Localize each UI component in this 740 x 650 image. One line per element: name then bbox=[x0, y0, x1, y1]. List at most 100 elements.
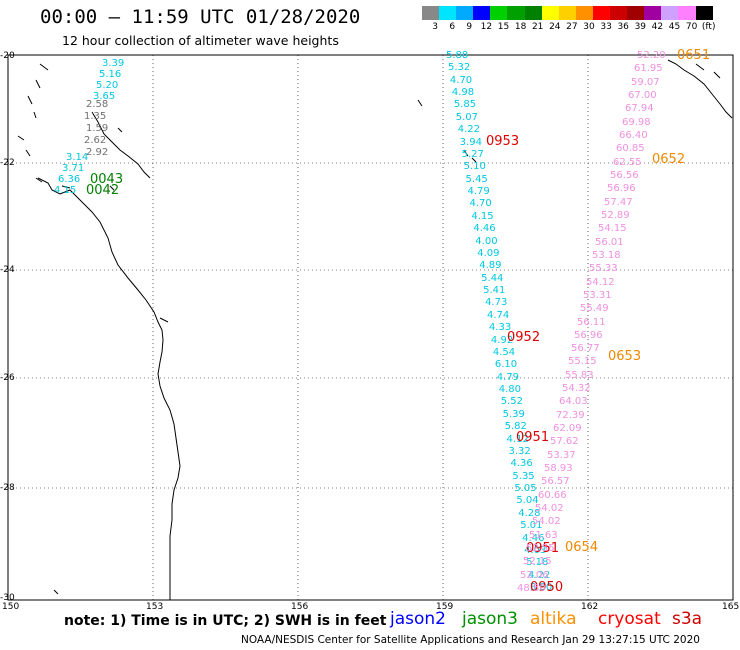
color-swatch bbox=[575, 6, 593, 20]
swh-label: 52.15 bbox=[523, 556, 552, 568]
color-swatch bbox=[439, 6, 457, 20]
color-swatch bbox=[695, 6, 713, 20]
swh-label: 4.00 bbox=[475, 235, 498, 247]
swh-label: 2.62 bbox=[84, 135, 107, 146]
legend-jason3: jason3 bbox=[462, 609, 518, 629]
swh-label: 6.36 bbox=[58, 174, 81, 185]
map-subtitle: 12 hour collection of altimeter wave hei… bbox=[62, 33, 339, 48]
swh-label: 5.82 bbox=[504, 421, 527, 433]
lon-label-162: 162 bbox=[581, 602, 599, 612]
pass-time-label: 0950 bbox=[530, 580, 564, 595]
map-title: 00:00 – 11:59 UTC 01/28/2020 bbox=[40, 6, 361, 28]
legend-cryosat: cryosat bbox=[598, 609, 661, 629]
swh-label: 5.35 bbox=[512, 470, 535, 482]
swh-label: 2.58 bbox=[86, 99, 109, 110]
swh-label: 52.06 bbox=[520, 569, 549, 581]
swh-label: 56.57 bbox=[541, 476, 570, 488]
swh-label: 67.94 bbox=[625, 103, 654, 115]
swh-label: 52.55 bbox=[526, 543, 555, 555]
reef-islet bbox=[417, 99, 477, 163]
color-scale-label: 45 bbox=[668, 22, 681, 32]
swh-label: 4.22 bbox=[528, 569, 551, 581]
pass-time-label: 0042 bbox=[86, 183, 120, 198]
lon-label-165: 165 bbox=[722, 602, 740, 612]
swh-label: 54.02 bbox=[532, 516, 561, 528]
lat-label-30: -30 bbox=[0, 593, 15, 603]
pass-time-label: 0654 bbox=[565, 540, 599, 555]
pass-time-label: 0951 bbox=[516, 430, 550, 445]
swh-label: 48.50 bbox=[517, 583, 546, 594]
swh-label: 4.12 bbox=[506, 433, 529, 445]
swh-label: 5.07 bbox=[455, 111, 479, 123]
swh-label: 62.55 bbox=[613, 156, 642, 168]
swh-label: 56.96 bbox=[607, 183, 636, 195]
pass-time-label: 0043 bbox=[90, 172, 124, 187]
swh-label: 4.36 bbox=[510, 458, 533, 470]
swh-label: 58.93 bbox=[544, 463, 573, 475]
swh-label: 55.33 bbox=[589, 263, 618, 275]
color-scale-label: 18 bbox=[514, 22, 527, 32]
color-scale-label: 24 bbox=[549, 22, 561, 32]
map-frame bbox=[7, 54, 734, 601]
swh-label: 5.39 bbox=[502, 408, 525, 420]
lat-label-24: -24 bbox=[0, 265, 15, 275]
lon-label-159: 159 bbox=[436, 602, 454, 612]
swh-label: 4.89 bbox=[479, 260, 502, 272]
color-swatch bbox=[524, 6, 542, 20]
color-swatch bbox=[507, 6, 525, 20]
swh-label: 4.80 bbox=[498, 384, 521, 396]
swh-label: 2.92 bbox=[86, 147, 109, 158]
swh-label: 4.92 bbox=[490, 334, 514, 346]
swh-label: 5.44 bbox=[481, 272, 504, 284]
swh-label: 54.15 bbox=[598, 223, 627, 235]
color-swatch bbox=[456, 6, 474, 20]
color-scale-label: 9 bbox=[466, 22, 473, 32]
australia-coastline bbox=[37, 177, 181, 600]
pass-time-label: 0653 bbox=[608, 349, 642, 364]
color-swatch bbox=[661, 6, 679, 20]
color-swatch bbox=[678, 6, 696, 20]
swh-label: 59.07 bbox=[631, 76, 660, 88]
color-scale-bar bbox=[422, 6, 713, 20]
swh-label: 3.71 bbox=[62, 163, 85, 174]
swh-label: 4.98 bbox=[451, 87, 475, 99]
lat-label-20: -20 bbox=[0, 51, 15, 61]
swh-label: 1.59 bbox=[86, 123, 109, 134]
swh-label: 54.02 bbox=[535, 503, 564, 515]
color-swatch bbox=[610, 6, 628, 20]
color-scale-label: 33 bbox=[600, 22, 612, 32]
pass-time-label: 0953 bbox=[486, 134, 520, 149]
swh-label: 72.39 bbox=[556, 409, 585, 421]
swh-label: 62.09 bbox=[553, 423, 582, 435]
swh-label: 60.66 bbox=[538, 489, 567, 501]
pass-time-label: 0652 bbox=[652, 152, 686, 167]
swh-label: 54.32 bbox=[562, 383, 591, 395]
cape-york-coast bbox=[91, 111, 151, 179]
swh-label: 4.46 bbox=[522, 532, 545, 544]
swh-label: 5.52 bbox=[500, 396, 523, 408]
color-swatch bbox=[558, 6, 576, 20]
lat-lon-grid bbox=[8, 55, 733, 600]
swh-label: 5.04 bbox=[516, 495, 539, 507]
color-scale-label: (ft) bbox=[701, 22, 716, 32]
color-swatch bbox=[490, 6, 508, 20]
lon-label-150: 150 bbox=[2, 602, 20, 612]
swh-label: 3.32 bbox=[508, 445, 531, 457]
lon-label-153: 153 bbox=[146, 602, 164, 612]
swh-label: 3.80 bbox=[530, 582, 553, 593]
swh-label: 4.22 bbox=[457, 124, 480, 136]
color-scale-label: 70 bbox=[685, 22, 698, 32]
swh-label: 56.77 bbox=[571, 343, 600, 355]
swh-label: 55.83 bbox=[565, 369, 594, 381]
swh-label: 5.45 bbox=[465, 173, 488, 185]
swh-label: 4.54 bbox=[492, 346, 516, 358]
swh-label: 3.94 bbox=[459, 136, 482, 148]
pass-time-label: 0952 bbox=[507, 330, 541, 345]
lat-label-26: -26 bbox=[0, 373, 15, 383]
swh-label: 4.15 bbox=[471, 210, 494, 222]
color-scale-label: 6 bbox=[449, 22, 456, 32]
color-swatch bbox=[627, 6, 645, 20]
swh-label: 5.16 bbox=[99, 69, 122, 80]
swh-label: 54.12 bbox=[586, 276, 615, 288]
